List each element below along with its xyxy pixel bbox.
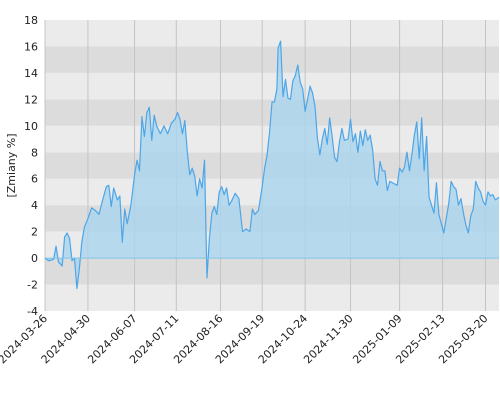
background-band [45, 284, 499, 311]
area-layer [44, 40, 500, 290]
y-tick-label: 6 [31, 173, 38, 186]
y-tick-label: 10 [24, 120, 38, 133]
y-tick-label: 8 [31, 146, 38, 159]
background-band [45, 20, 499, 47]
x-tick-label: 2024-11-30 [301, 312, 355, 366]
background-band [45, 258, 499, 285]
y-tick-label: 16 [24, 40, 38, 53]
y-tick-label: 12 [24, 93, 38, 106]
background-band [45, 72, 499, 100]
y-tick-label: 4 [31, 199, 38, 212]
y-tick-label: 2 [31, 226, 38, 239]
y-tick-label: 0 [31, 252, 38, 265]
y-tick-labels: -4 -2 0 2 4 6 8 10 12 14 16 18 [24, 14, 38, 318]
x-tick-labels: 2024-03-262024-04-302024-06-072024-07-11… [0, 312, 491, 366]
y-tick-label: 14 [24, 67, 38, 80]
series-line [44, 40, 500, 290]
y-tick-label: -4 [27, 305, 38, 318]
background-band [45, 46, 499, 73]
y-tick-label: -2 [27, 279, 38, 292]
series-area [45, 41, 499, 289]
y-axis-label: [Zmiany %] [5, 133, 18, 197]
y-tick-label: 18 [24, 14, 38, 27]
